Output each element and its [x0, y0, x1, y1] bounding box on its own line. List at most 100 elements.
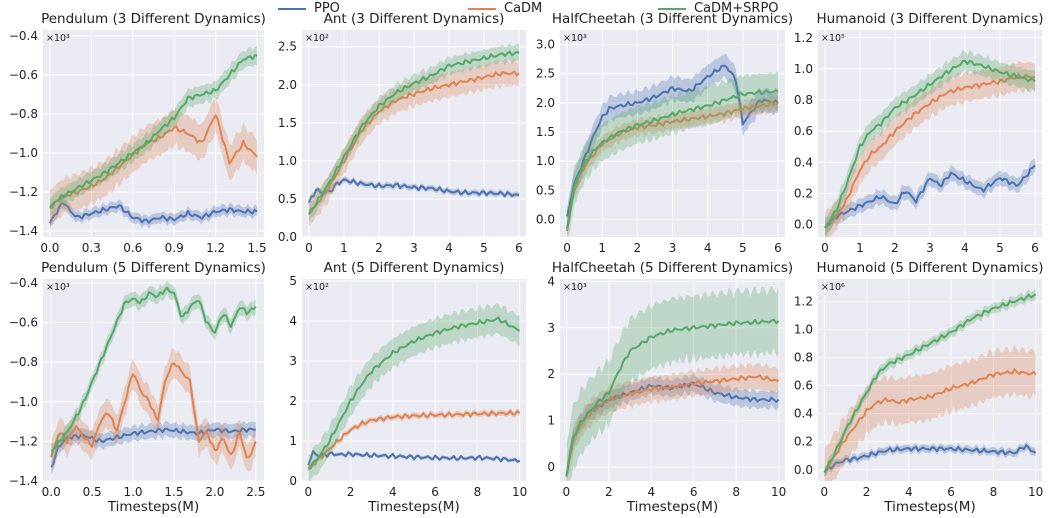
x-tick-label: 3 — [410, 241, 418, 255]
chart-title: Pendulum (5 Different Dynamics) — [41, 260, 266, 276]
chart-title: Ant (3 Different Dynamics) — [324, 11, 505, 27]
legend-label-cadm: CaDM — [504, 1, 543, 16]
x-tick-label: 1.5 — [248, 241, 267, 255]
line-ppo — [50, 427, 256, 468]
x-tick-label: 0 — [305, 241, 313, 255]
line-cadm-srpo — [50, 286, 257, 453]
x-tick-label: 10 — [512, 485, 527, 499]
x-tick-label: 10 — [1028, 485, 1043, 499]
x-tick-label: 4 — [445, 241, 453, 255]
x-tick-label: 2 — [375, 241, 383, 255]
y-tick-label: 1.2 — [794, 294, 813, 308]
x-tick-label: 5 — [996, 241, 1004, 255]
line-cadm-srpo — [566, 89, 779, 229]
x-tick-label: 0.3 — [82, 241, 101, 255]
band-cadm — [566, 362, 779, 481]
y-tick-label: 0.2 — [794, 435, 813, 449]
line-cadm — [824, 73, 1036, 229]
x-tick-label: 1.5 — [164, 485, 183, 499]
y-tick-label: 4 — [289, 314, 297, 328]
y-tick-label: −0.8 — [9, 355, 38, 369]
y-scale-label: ×10² — [305, 33, 329, 44]
y-tick-label: 0.2 — [794, 186, 813, 200]
x-tick-label: 8 — [990, 485, 998, 499]
plot-area — [302, 279, 526, 481]
x-tick-label: 4 — [647, 485, 655, 499]
legend-label-cadm-srpo: CaDM+SRPO — [694, 1, 779, 16]
x-tick-label: 8 — [474, 485, 482, 499]
chart-title: Ant (5 Different Dynamics) — [324, 260, 505, 276]
x-tick-label: 4 — [704, 241, 712, 255]
chart-title: HalfCheetah (5 Different Dynamics) — [552, 260, 793, 276]
legend-label-ppo: PPO — [314, 1, 340, 16]
legend-item-ppo: PPO — [278, 1, 340, 16]
band-cadm-srpo — [825, 50, 1035, 238]
band-cadm-srpo — [309, 43, 519, 222]
y-scale-label: ×10² — [305, 282, 329, 293]
chart-title: Humanoid (5 Different Dynamics) — [817, 260, 1044, 276]
y-tick-label: −0.6 — [9, 316, 38, 330]
x-tick-label: 4 — [961, 241, 969, 255]
band-cadm-srpo — [51, 280, 256, 459]
y-tick-label: 0.4 — [794, 407, 813, 421]
y-tick-label: 0 — [289, 474, 297, 488]
band-ppo — [825, 158, 1035, 236]
y-tick-label: 1.0 — [536, 154, 555, 168]
y-tick-label: 1.0 — [794, 62, 813, 76]
x-tick-label: 1 — [340, 241, 348, 255]
y-tick-label: 1 — [547, 414, 555, 428]
x-tick-label: 0.0 — [40, 241, 59, 255]
y-tick-label: 2 — [547, 367, 555, 381]
y-tick-label: 0.0 — [794, 218, 813, 232]
x-tick-label: 0 — [563, 241, 571, 255]
x-axis-label: Timesteps(M) — [883, 499, 975, 514]
band-cadm — [567, 93, 778, 237]
y-tick-label: 0.4 — [794, 155, 813, 169]
chart-panel-3: 0.0 0.5 1.0 1.5 2.0 2.5 3.0 0 1 2 3 4 5 6 HalfCheetah … — [536, 11, 793, 255]
line-ppo — [308, 178, 520, 204]
y-tick-label: 3 — [289, 354, 297, 368]
line-cadm-srpo — [308, 50, 520, 215]
y-tick-label: 0.5 — [278, 192, 297, 206]
y-tick-label: 5 — [289, 274, 297, 288]
x-tick-label: 1.0 — [123, 485, 142, 499]
y-tick-label: 2.0 — [536, 96, 555, 110]
x-tick-label: 0.9 — [165, 241, 184, 255]
legend: PPO CaDM CaDM+SRPO — [0, 0, 1048, 18]
y-tick-label: 0.0 — [536, 213, 555, 227]
x-tick-label: 10 — [771, 485, 786, 499]
x-tick-label: 0.6 — [123, 241, 142, 255]
x-tick-label: 2 — [863, 485, 871, 499]
chart-panel-7: 0 1 2 3 4 0 2 4 6 8 10 HalfCheetah (5 Different Dyn… — [547, 260, 793, 515]
band-cadm-srpo — [824, 288, 1036, 478]
line-cadm-srpo — [824, 59, 1036, 229]
x-tick-label: 3 — [926, 241, 934, 255]
line-ppo — [565, 381, 780, 477]
y-tick-label: −0.8 — [9, 107, 38, 121]
x-tick-label: 0 — [305, 485, 313, 499]
y-tick-label: 1 — [289, 434, 297, 448]
y-tick-label: −1.2 — [9, 434, 38, 448]
x-tick-label: 2 — [891, 241, 899, 255]
y-tick-label: 1.2 — [794, 31, 813, 45]
x-tick-label: 4 — [389, 485, 397, 499]
y-scale-label: ×10⁵ — [821, 33, 845, 44]
x-tick-label: 0 — [563, 485, 571, 499]
legend-item-cadm-srpo: CaDM+SRPO — [658, 1, 779, 16]
y-tick-label: 0.8 — [794, 351, 813, 365]
band-ppo — [567, 54, 778, 230]
x-tick-label: 6 — [774, 241, 782, 255]
y-scale-label: ×10³ — [46, 33, 70, 44]
x-tick-label: 1 — [598, 241, 606, 255]
line-cadm-srpo — [308, 316, 521, 470]
y-tick-label: 4 — [547, 274, 555, 288]
line-ppo — [566, 64, 779, 217]
y-tick-label: 2.5 — [536, 67, 555, 81]
chart-panel-1: −1.4 −1.2 −1.0 −0.8 −0.6 −0.4 0.0 0.3 0.6 0.9 1.2 1… — [9, 11, 267, 255]
chart-panel-5: −1.4 −1.2 −1.0 −0.8 −0.6 −0.4 0.0 0.5 1.0 1.5 2.0 2… — [9, 260, 266, 515]
y-tick-label: 2.0 — [278, 78, 297, 92]
plot-area — [43, 30, 264, 237]
band-ppo — [566, 373, 779, 481]
x-tick-label: 2 — [605, 485, 613, 499]
